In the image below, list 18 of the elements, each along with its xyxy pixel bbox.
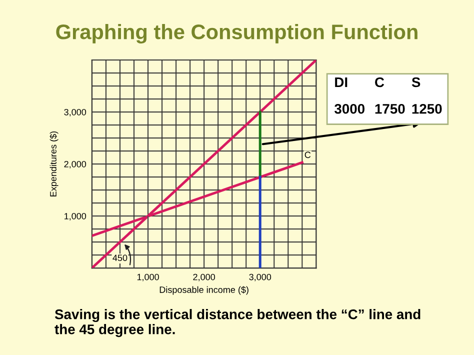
x-tick-label: 3,000 [249, 274, 272, 282]
chart-title: Graphing the Consumption Function [56, 24, 418, 44]
text: C [375, 77, 384, 88]
text: S [412, 77, 420, 88]
text: DI [335, 77, 348, 88]
x-axis-title: Disposable income ($) [160, 286, 248, 295]
x-tick-label: 2,000 [193, 274, 215, 282]
text: 1250 [412, 104, 442, 114]
text: Saving is the vertical distance between the “C” line and the 45 degree line. [54, 309, 420, 338]
annotation: C [304, 152, 311, 158]
text: 1750 [375, 104, 405, 114]
y-axis-title: Expenditures ($) [50, 131, 58, 196]
x-tick-label: 1,000 [137, 274, 159, 282]
annotation: 450 [112, 254, 128, 262]
y-tick-label: 3,000 [64, 108, 86, 116]
text: 3000 [334, 104, 364, 114]
y-tick-label: 2,000 [64, 160, 86, 168]
y-tick-label: 1,000 [64, 212, 86, 220]
